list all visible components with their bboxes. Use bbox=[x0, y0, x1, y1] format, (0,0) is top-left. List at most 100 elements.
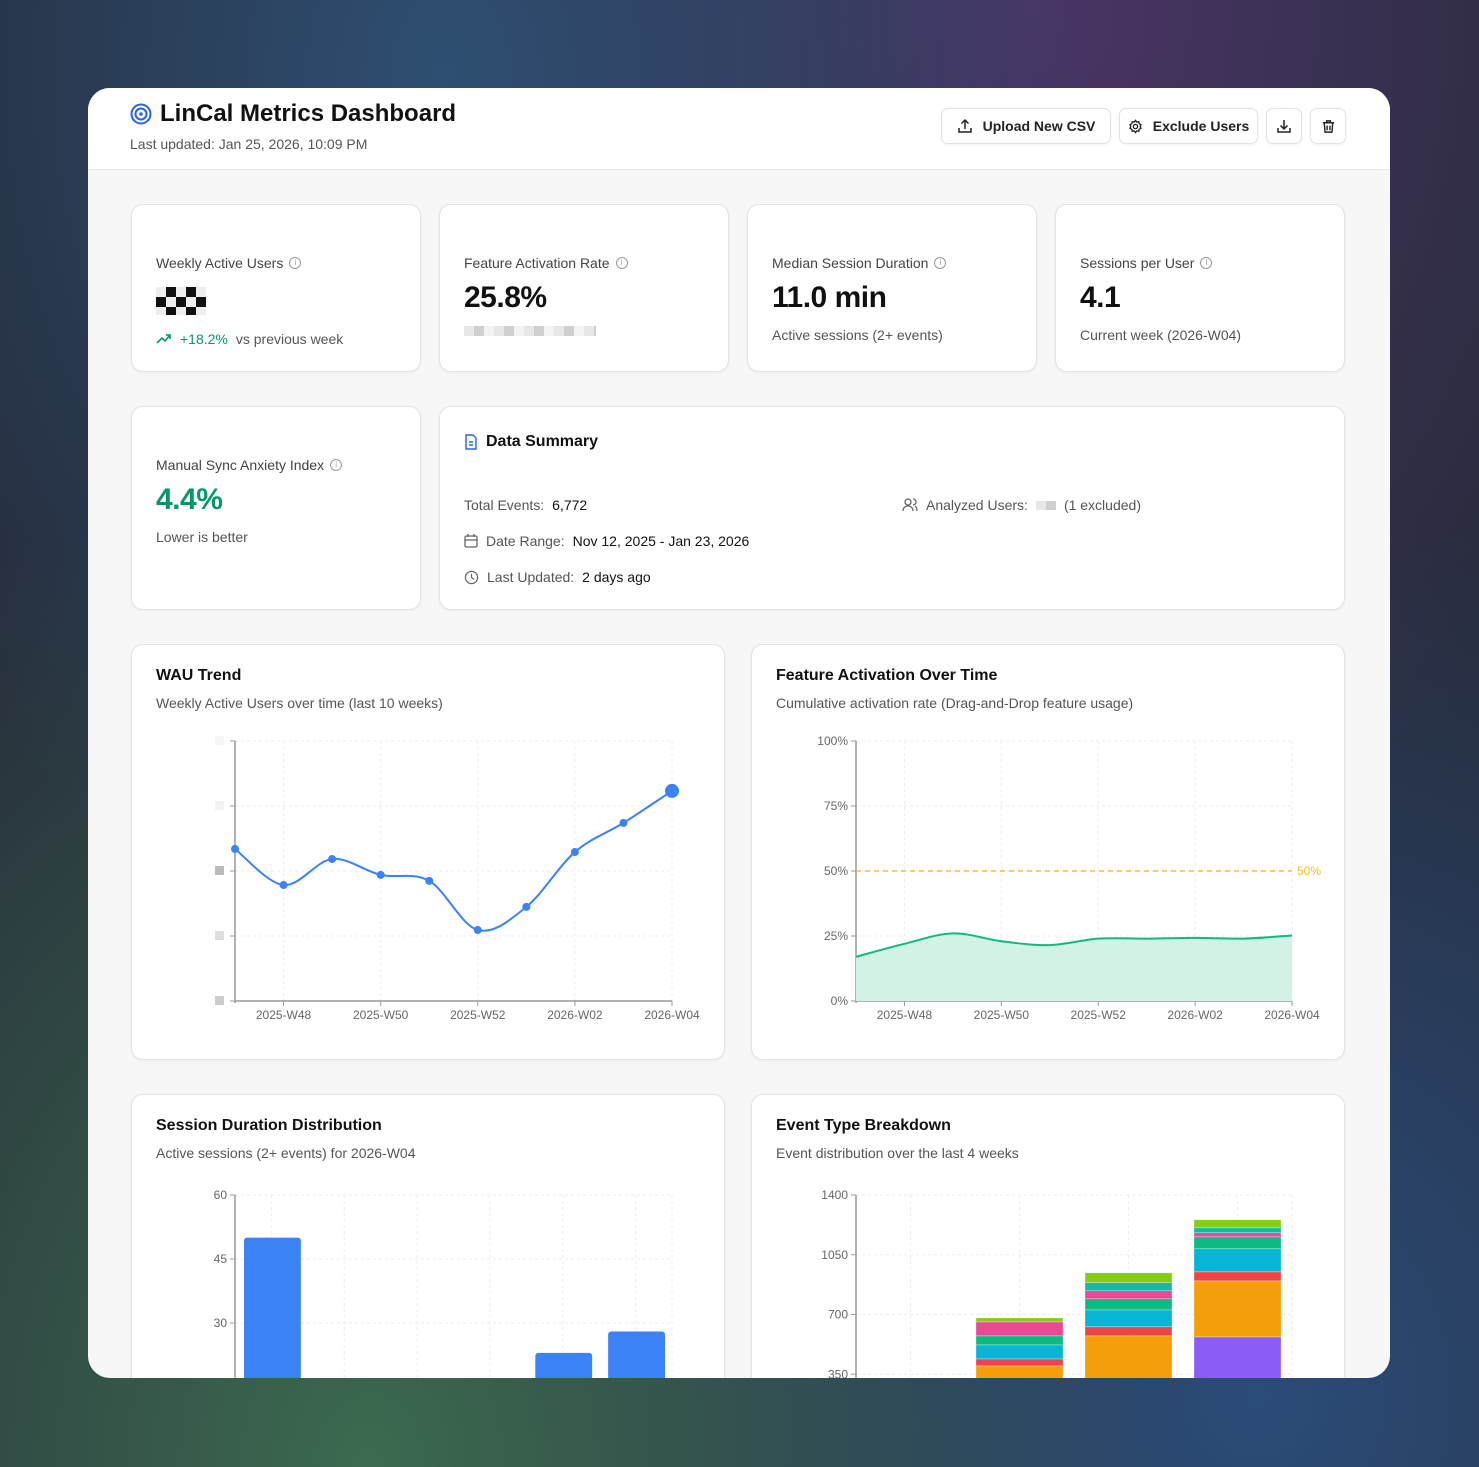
title-text: LinCal Metrics Dashboard bbox=[160, 100, 457, 127]
x-tick-label: 2025-W48 bbox=[877, 1008, 933, 1022]
bar-segment bbox=[975, 1344, 1064, 1360]
area-fill bbox=[856, 933, 1292, 1001]
y-tick-label: 60 bbox=[214, 1188, 228, 1202]
y-tick-label: 75% bbox=[824, 799, 848, 813]
data-point bbox=[231, 844, 239, 853]
y-tick-label: 45 bbox=[214, 1252, 228, 1266]
info-icon[interactable]: i bbox=[615, 257, 628, 269]
x-tick-label: 2026-W02 bbox=[1167, 1008, 1223, 1022]
analyzed-users-label: Analyzed Users: bbox=[926, 497, 1028, 513]
kpi-label: Sessions per User bbox=[1080, 255, 1195, 271]
last-updated-value: 2 days ago bbox=[582, 569, 651, 585]
bar bbox=[608, 1331, 665, 1378]
excluded-count: (1 excluded) bbox=[1063, 497, 1141, 513]
clock-icon bbox=[464, 570, 479, 584]
kpi-sessions-per-user: Sessions per User i 4.1 Current week (202… bbox=[1055, 204, 1345, 372]
event-stacked-bar-chart: 350 700 1050 1400 bbox=[821, 1188, 1293, 1378]
data-point bbox=[570, 848, 579, 857]
bar-segment bbox=[975, 1365, 1064, 1378]
download-icon bbox=[1277, 120, 1291, 133]
kpi-change: +18.2% bbox=[180, 331, 228, 347]
x-tick-label: 2025-W52 bbox=[450, 1008, 506, 1022]
reference-label: 50% bbox=[1297, 864, 1321, 878]
session-duration-card: Session Duration Distribution Active ses… bbox=[131, 1094, 725, 1378]
bar-segment bbox=[1084, 1298, 1173, 1311]
chart-title: Feature Activation Over Time bbox=[776, 667, 998, 684]
chart-subtitle: Weekly Active Users over time (last 10 w… bbox=[156, 695, 443, 711]
bar-segment bbox=[1193, 1280, 1282, 1338]
delete-button[interactable] bbox=[1310, 108, 1346, 144]
y-tick-label: 100% bbox=[817, 734, 848, 748]
series-line bbox=[855, 932, 1293, 958]
y-tick-label: 1050 bbox=[821, 1248, 848, 1262]
kpi-value: 25.8% bbox=[464, 281, 547, 314]
kpi-feature-activation-rate: Feature Activation Rate i 25.8% bbox=[439, 204, 729, 372]
bar-segment bbox=[1084, 1326, 1173, 1337]
x-tick-label: 2026-W04 bbox=[1264, 1008, 1320, 1022]
kpi-note: Current week (2026-W04) bbox=[1080, 327, 1242, 343]
download-button[interactable] bbox=[1266, 108, 1302, 144]
date-range-label: Date Range: bbox=[486, 533, 565, 549]
page-title: LinCal Metrics Dashboard bbox=[130, 100, 456, 128]
data-point bbox=[665, 783, 679, 798]
bar-segment bbox=[1193, 1271, 1282, 1282]
y-tick-label-redacted bbox=[215, 801, 224, 810]
bar-segment bbox=[1193, 1232, 1282, 1238]
kpi-value: 11.0 min bbox=[772, 281, 887, 314]
bar-segment bbox=[1193, 1236, 1282, 1250]
info-icon[interactable]: i bbox=[289, 257, 302, 269]
chart-subtitle: Cumulative activation rate (Drag-and-Dro… bbox=[776, 695, 1134, 711]
header: LinCal Metrics Dashboard Last updated: J… bbox=[88, 88, 1390, 170]
chart-subtitle: Event distribution over the last 4 weeks bbox=[776, 1145, 1019, 1161]
feature-activation-card: Feature Activation Over Time Cumulative … bbox=[751, 644, 1345, 1060]
kpi-weekly-active-users: Weekly Active Users i +18.2% vs previous … bbox=[131, 204, 421, 372]
bar-segment bbox=[1193, 1227, 1282, 1234]
x-tick-label: 2026-W02 bbox=[547, 1008, 603, 1022]
data-point bbox=[425, 876, 434, 885]
y-tick-label-redacted bbox=[215, 736, 224, 745]
series-line bbox=[234, 790, 673, 932]
kpi-median-session-duration: Median Session Duration i 11.0 min Active… bbox=[747, 204, 1037, 372]
kpi-label: Manual Sync Anxiety Index bbox=[156, 457, 325, 473]
x-tick-label: 2025-W52 bbox=[1071, 1008, 1127, 1022]
bar-segment bbox=[975, 1317, 1064, 1323]
summary-title: Data Summary bbox=[486, 433, 599, 450]
kpi-manual-sync-anxiety: Manual Sync Anxiety Index i 4.4% Lower is… bbox=[131, 406, 421, 610]
kpi-label: Weekly Active Users bbox=[156, 255, 284, 271]
calendar-icon bbox=[464, 534, 478, 548]
data-point bbox=[279, 881, 288, 890]
x-tick-label: 2026-W04 bbox=[644, 1008, 700, 1022]
info-icon[interactable]: i bbox=[330, 459, 343, 471]
kpi-value: 4.1 bbox=[1080, 281, 1121, 314]
chart-title: Session Duration Distribution bbox=[156, 1117, 382, 1134]
x-tick-label: 2025-W48 bbox=[256, 1008, 312, 1022]
kpi-note: Active sessions (2+ events) bbox=[772, 327, 943, 343]
last-updated-label: Last Updated: bbox=[487, 569, 575, 585]
event-breakdown-card: Event Type Breakdown Event distribution … bbox=[751, 1094, 1345, 1378]
bar bbox=[535, 1352, 593, 1378]
x-tick-label: 2025-W50 bbox=[353, 1008, 409, 1022]
x-tick-label: 2025-W50 bbox=[974, 1008, 1030, 1022]
kpi-label: Median Session Duration bbox=[772, 255, 929, 271]
bar-segment bbox=[975, 1358, 1064, 1367]
kpi-label: Feature Activation Rate bbox=[464, 255, 610, 271]
y-tick-label: 50% bbox=[824, 864, 848, 878]
y-tick-label: 25% bbox=[824, 929, 848, 943]
trending-up-icon bbox=[156, 334, 171, 344]
y-tick-label: 0% bbox=[831, 994, 849, 1008]
kpi-note-redacted bbox=[464, 326, 596, 336]
data-point bbox=[522, 902, 531, 911]
info-icon[interactable]: i bbox=[1200, 257, 1213, 269]
chart-title: WAU Trend bbox=[156, 667, 242, 684]
total-events-value: 6,772 bbox=[552, 497, 588, 513]
target-logo-icon bbox=[130, 103, 152, 125]
info-icon[interactable]: i bbox=[934, 257, 947, 269]
activation-area-chart: 2025-W48 2025-W50 2025-W52 2026-W02 2026-W04… bbox=[817, 734, 1321, 1022]
kpi-note: Lower is better bbox=[156, 529, 248, 545]
y-tick-label: 30 bbox=[214, 1316, 228, 1330]
upload-csv-button[interactable]: Upload New CSV bbox=[941, 108, 1111, 144]
gear-icon bbox=[1128, 118, 1142, 134]
wau-trend-card: WAU Trend Weekly Active Users over time … bbox=[131, 644, 725, 1060]
exclude-users-button[interactable]: Exclude Users bbox=[1119, 108, 1258, 144]
kpi-value-redacted bbox=[156, 287, 206, 315]
